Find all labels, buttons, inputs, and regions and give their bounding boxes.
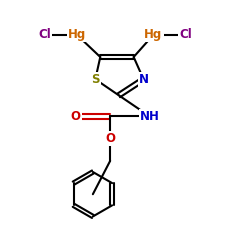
Text: S: S [91, 73, 100, 86]
Text: O: O [105, 132, 115, 145]
Text: Cl: Cl [179, 28, 192, 41]
Text: NH: NH [140, 110, 160, 123]
Text: Cl: Cl [38, 28, 51, 41]
Text: Hg: Hg [68, 28, 86, 41]
Text: N: N [138, 73, 148, 86]
Text: Hg: Hg [144, 28, 163, 41]
Text: O: O [70, 110, 81, 123]
